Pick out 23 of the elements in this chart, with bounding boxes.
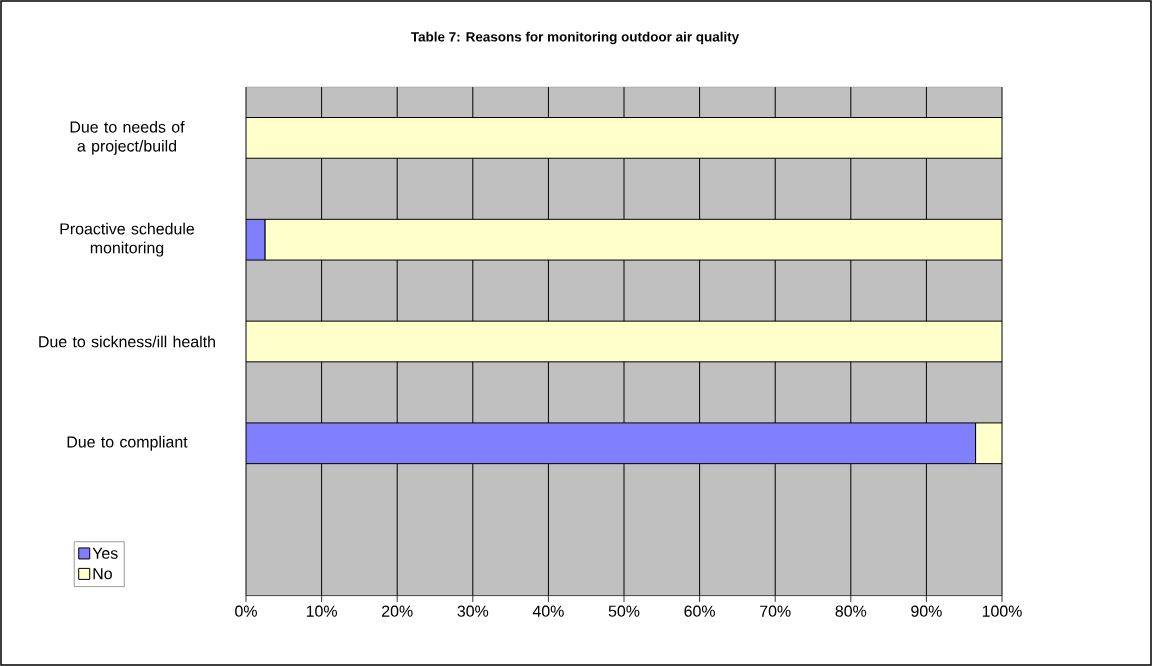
y-tick-label: Due to compliant (67, 435, 188, 451)
legend-label: No (93, 568, 112, 580)
x-tick-label: 20% (382, 605, 413, 617)
x-tick-label: 50% (608, 605, 640, 617)
x-tick-label: 100% (982, 605, 1022, 617)
bar (246, 320, 1003, 363)
y-tick-label: Due to needs of a project/build (70, 121, 185, 155)
x-tick-label: 30% (457, 605, 489, 617)
x-tick-label: 10% (306, 605, 337, 617)
y-tick-label: Proactive schedule monitoring (60, 222, 195, 257)
y-tick-label: Due to sickness/ill health (39, 335, 215, 348)
x-tick-label: 80% (835, 605, 867, 617)
bar (264, 218, 1003, 261)
x-tick-label: 40% (532, 605, 564, 617)
chart-title: Table 7: Reasons for monitoring outdoor air quality (411, 31, 740, 45)
legend-label: Yes (92, 547, 118, 559)
x-tick-label: 0% (235, 605, 257, 617)
bar (246, 117, 1003, 159)
x-tick-label: 90% (911, 605, 942, 617)
x-tick-label: 70% (760, 605, 791, 617)
bar (975, 422, 1003, 465)
bar (246, 422, 977, 465)
x-tick-label: 60% (684, 605, 715, 617)
